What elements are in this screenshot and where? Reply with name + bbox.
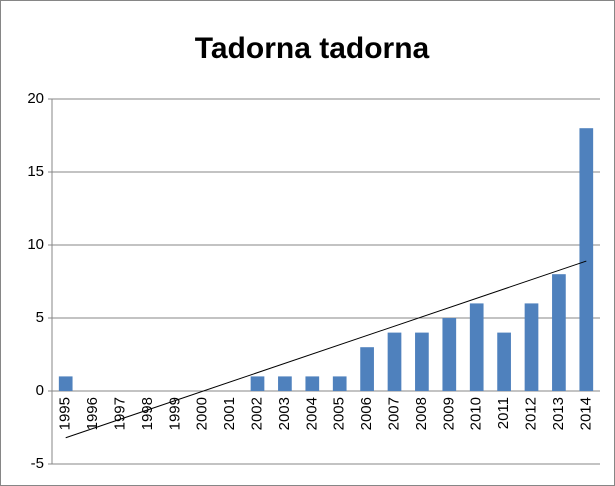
x-tick-label: 2013: [550, 397, 567, 430]
y-tick-label: 15: [27, 163, 44, 180]
x-tick-label: 2006: [358, 397, 375, 430]
bar: [58, 376, 73, 391]
y-tick-label: 0: [36, 382, 44, 399]
bar: [360, 347, 374, 391]
bar: [469, 303, 484, 391]
bar: [387, 332, 402, 391]
bar: [332, 376, 347, 391]
x-tick-label: 2012: [522, 397, 539, 430]
x-tick-label: 2004: [303, 397, 320, 430]
x-tick-label: 2008: [413, 397, 430, 430]
x-tick-label: 2003: [276, 397, 293, 430]
x-tick-label: 2002: [248, 397, 265, 430]
chart-title: Tadorna tadorna: [195, 32, 430, 65]
y-tick-label: -5: [31, 455, 44, 472]
bar: [415, 332, 429, 391]
bar: [250, 376, 265, 391]
x-tick-label: 2011: [495, 397, 512, 429]
x-tick-label: 1999: [166, 397, 183, 430]
bar: [497, 332, 511, 391]
x-tick-label: 2009: [440, 397, 457, 430]
x-tick-label: 1997: [111, 397, 128, 430]
trendline: [65, 260, 587, 439]
x-tick-label: 1995: [57, 397, 74, 430]
bar: [552, 274, 566, 391]
bar: [579, 128, 594, 391]
bar: [524, 303, 539, 391]
x-tick-label: 2000: [194, 397, 211, 430]
x-tick-label: 2014: [577, 397, 594, 430]
x-tick-label: 1998: [139, 397, 156, 430]
x-tick-label: 1996: [84, 397, 101, 430]
x-tick-label: 2010: [468, 397, 485, 430]
y-tick-label: 10: [27, 236, 44, 253]
y-tick-label: 5: [36, 309, 44, 326]
bar: [442, 318, 457, 391]
x-tick-label: 2007: [385, 397, 402, 430]
bar: [305, 376, 320, 391]
x-tick-label: 2005: [331, 397, 348, 430]
x-tick-label: 2001: [221, 397, 238, 430]
bar: [278, 376, 292, 391]
y-tick-label: 20: [27, 90, 44, 107]
